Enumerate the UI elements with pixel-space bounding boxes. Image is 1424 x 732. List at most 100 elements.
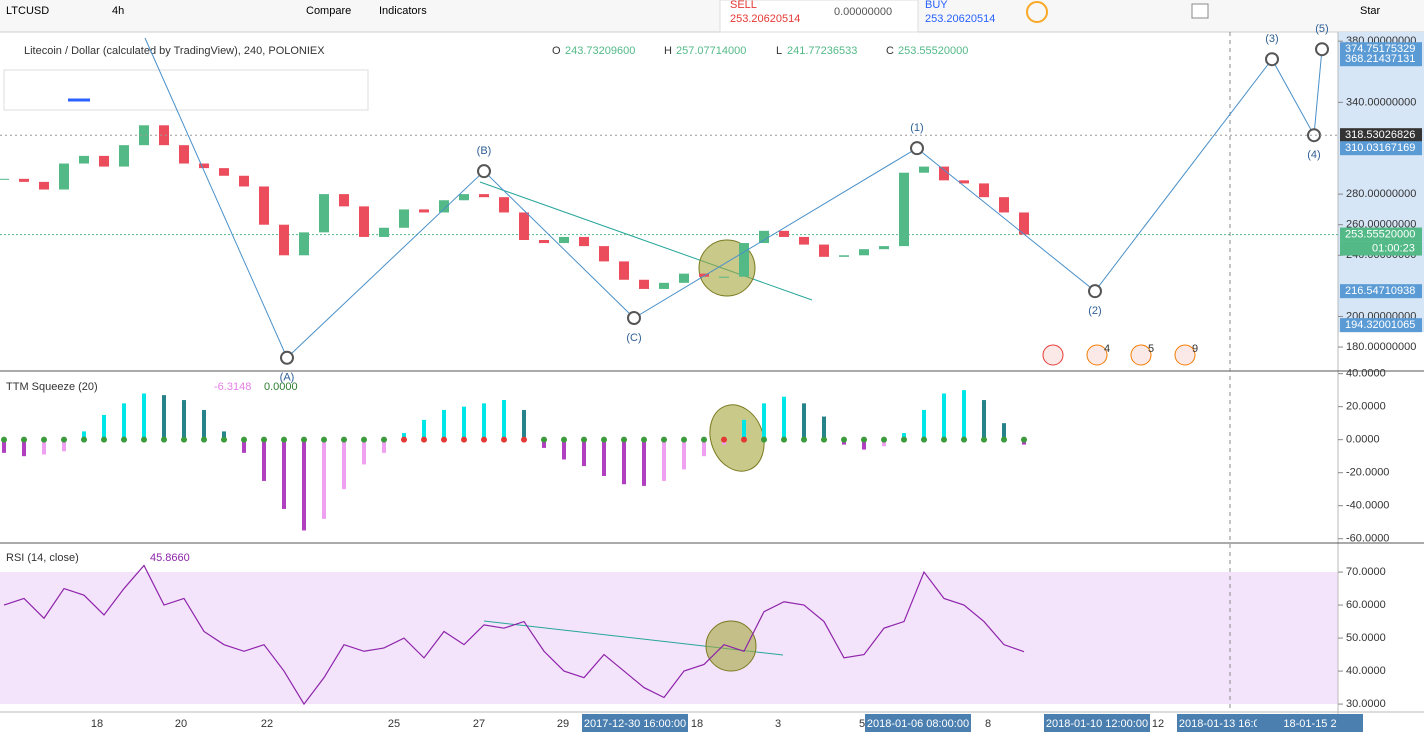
squeeze-dot bbox=[941, 436, 947, 443]
candle bbox=[219, 168, 229, 176]
candle bbox=[479, 194, 489, 198]
time-label: 2017-12-30 16:00:00 bbox=[584, 718, 686, 730]
ttm-bar bbox=[522, 409, 526, 440]
price-label: 368.21437131 bbox=[1345, 53, 1415, 65]
time-label-box bbox=[582, 714, 688, 732]
wave-point bbox=[477, 164, 491, 179]
candle bbox=[559, 236, 569, 244]
ttm-tick-label: 0.0000 bbox=[1346, 434, 1380, 446]
ttm-zero: 0.0000 bbox=[264, 381, 298, 393]
candle bbox=[619, 261, 629, 280]
ttm-bar bbox=[802, 403, 806, 440]
ttm-bar bbox=[962, 390, 966, 440]
star-button[interactable]: Star bbox=[1360, 5, 1381, 17]
h-value: 257.07714000 bbox=[676, 45, 746, 57]
candle bbox=[659, 282, 669, 289]
squeeze-dot bbox=[301, 436, 307, 443]
squeeze-dot bbox=[1001, 436, 1007, 443]
ttm-bar bbox=[822, 416, 826, 440]
c-label: C bbox=[886, 45, 894, 57]
candle bbox=[459, 194, 469, 201]
squeeze-dot bbox=[381, 436, 387, 443]
squeeze-dot bbox=[921, 436, 927, 443]
candle bbox=[839, 255, 849, 257]
candle bbox=[239, 175, 249, 187]
time-label-box bbox=[1177, 714, 1283, 732]
wave-point bbox=[627, 311, 641, 325]
sell-label[interactable]: SELL bbox=[730, 0, 757, 11]
candle bbox=[719, 276, 729, 278]
candle bbox=[939, 166, 949, 181]
squeeze-dot bbox=[81, 436, 87, 443]
price-label: 253.55520000 bbox=[1345, 228, 1415, 240]
highlight-circle bbox=[709, 404, 765, 472]
buy-price[interactable]: 253.20620514 bbox=[925, 13, 995, 25]
o-label: O bbox=[552, 45, 561, 57]
squeeze-dot bbox=[521, 436, 527, 443]
squeeze-dot bbox=[61, 436, 67, 443]
time-label-box bbox=[865, 714, 971, 732]
squeeze-dot bbox=[821, 436, 827, 443]
squeeze-dot bbox=[321, 436, 327, 443]
time-label: 2018-01-06 08:00:00 bbox=[867, 718, 969, 730]
event-badge bbox=[1130, 344, 1152, 366]
candle bbox=[419, 209, 429, 213]
l-label: L bbox=[776, 45, 782, 57]
interval[interactable]: 4h bbox=[112, 5, 124, 17]
event-count: 5 bbox=[1148, 343, 1154, 355]
candle bbox=[699, 273, 709, 277]
squeeze-dot bbox=[441, 436, 447, 443]
squeeze-dot bbox=[621, 436, 627, 443]
candle bbox=[0, 178, 9, 180]
candle bbox=[579, 236, 589, 247]
ttm-bar bbox=[82, 431, 86, 440]
wave-label: (5) bbox=[1315, 23, 1328, 35]
indicators-button[interactable]: Indicators bbox=[379, 5, 427, 17]
color-button[interactable] bbox=[1191, 3, 1209, 19]
wave-label: (4) bbox=[1307, 149, 1320, 161]
ttm-bar bbox=[342, 439, 346, 490]
event-badge bbox=[1086, 344, 1108, 366]
trade-panel bbox=[719, 0, 919, 33]
candle bbox=[919, 166, 929, 173]
candle bbox=[99, 155, 109, 167]
rsi-tick-label: 30.0000 bbox=[1346, 698, 1386, 710]
h-label: H bbox=[664, 45, 672, 57]
ttm-tick-label: 40.0000 bbox=[1346, 368, 1386, 380]
ttm-bar bbox=[862, 439, 866, 450]
squeeze-dot bbox=[881, 436, 887, 443]
ttm-bar bbox=[162, 395, 166, 440]
candle bbox=[739, 243, 749, 277]
symbol[interactable]: LTCUSD bbox=[6, 5, 49, 17]
rsi-band bbox=[0, 572, 1338, 704]
ttm-bar bbox=[702, 439, 706, 457]
sell-price[interactable]: 253.20620514 bbox=[730, 13, 800, 25]
time-label: 2018-01-13 16:00:00 bbox=[1179, 718, 1281, 730]
candle bbox=[279, 224, 289, 256]
time-label: 20 bbox=[175, 718, 187, 730]
ttm-tick-label: -60.0000 bbox=[1346, 533, 1389, 545]
squeeze-dot bbox=[181, 436, 187, 443]
candle bbox=[899, 172, 909, 247]
squeeze-dot bbox=[221, 436, 227, 443]
squeeze-dot bbox=[641, 436, 647, 443]
compare-button[interactable]: Compare bbox=[306, 5, 351, 17]
buy-label[interactable]: BUY bbox=[925, 0, 948, 11]
squeeze-dot bbox=[481, 436, 487, 443]
ttm-bar bbox=[302, 439, 306, 531]
ttm-bar bbox=[22, 439, 26, 457]
ttm-bar bbox=[1002, 423, 1006, 440]
candle bbox=[359, 206, 369, 237]
ttm-bar bbox=[62, 439, 66, 452]
wave-point bbox=[280, 350, 294, 365]
info-icon[interactable] bbox=[1026, 1, 1048, 23]
time-label: 12 bbox=[1152, 718, 1164, 730]
wave-point bbox=[1088, 284, 1102, 299]
ttm-bar bbox=[242, 439, 246, 453]
ttm-bar bbox=[182, 400, 186, 440]
wave-point bbox=[1315, 42, 1329, 57]
candle bbox=[39, 181, 49, 190]
squeeze-dot bbox=[721, 436, 727, 443]
squeeze-dot bbox=[241, 436, 247, 443]
candle bbox=[819, 244, 829, 257]
